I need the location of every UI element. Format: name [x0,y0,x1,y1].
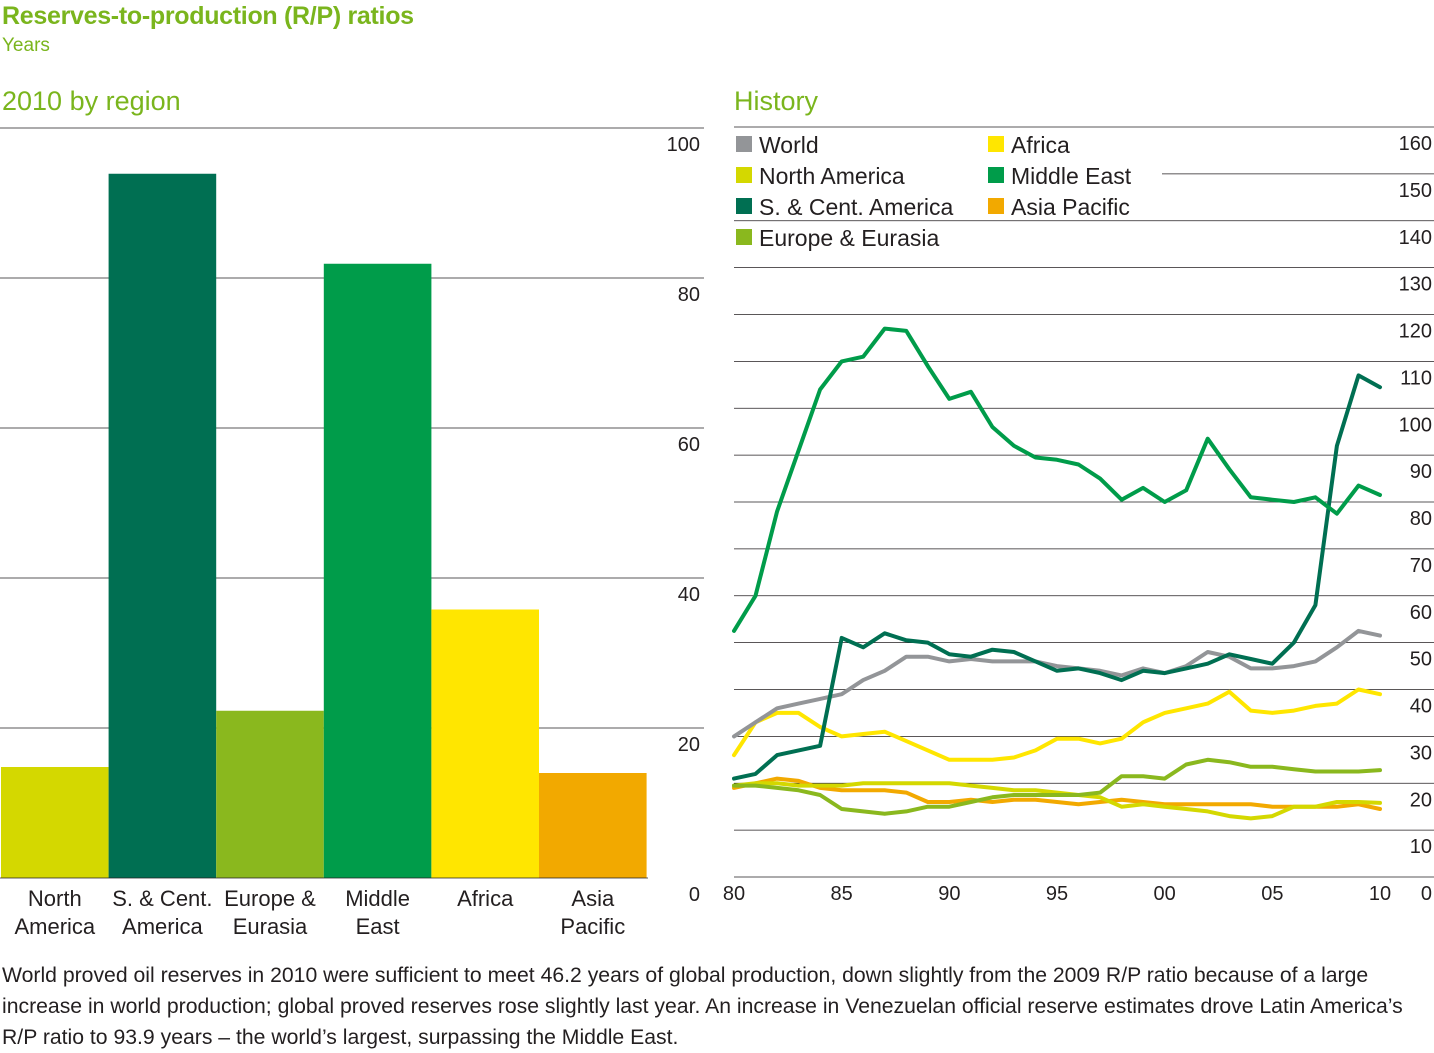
chart-subtitle: Years [2,35,50,56]
history-y-tick-label: 90 [1410,461,1432,483]
bar-category-label: Asia [571,886,615,911]
history-y-tick-label: 150 [1399,180,1432,202]
legend-label-s-cent-america: S. & Cent. America [759,194,954,220]
history-line-chart: 0 10 20 30 40 50 60 70 80 90 100 110 120 130 140 150 160… [723,126,1434,905]
bar-chart: 0 20 40 60 80 100 North America S. & Cent. Americ… [0,127,704,939]
legend-label-middle-east: Middle East [1011,163,1132,189]
history-y-tick-label: 100 [1399,414,1432,436]
history-x-tick-label: 10 [1369,883,1391,905]
bar-category-label: America [122,914,203,939]
legend-swatch-s-cent-america [736,198,752,214]
history-x-tick-label: 80 [723,883,745,905]
bar-s-cent-america [108,173,217,878]
history-y-tick-label: 0 [1421,883,1432,905]
series-line-s-cent-america [732,373,1382,781]
history-x-tick-label: 95 [1046,883,1068,905]
legend-swatch-asia-pacific [988,198,1004,214]
caption-text: World proved oil reserves in 2010 were s… [2,964,1403,1049]
history-y-tick-label: 80 [1410,508,1432,530]
bar-category-label: Pacific [560,914,625,939]
series-line-europe-eurasia [732,757,1382,816]
series-line-world [732,628,1382,739]
history-y-tick-label: 20 [1410,789,1432,811]
history-y-tick-label: 120 [1399,321,1432,343]
legend-label-world: World [759,132,819,158]
series-line-north-america [732,781,1382,821]
bar-asia-pacific [539,773,647,878]
bar-africa [431,609,539,878]
bar-category-label: Eurasia [233,914,308,939]
legend-label-africa: Africa [1011,132,1070,158]
legend-label-europe-eurasia: Europe & Eurasia [759,225,939,251]
bar-middle-east [323,263,432,878]
history-y-tick-label: 10 [1410,836,1432,858]
history-x-tick-label: 90 [938,883,960,905]
bar-y-tick-label: 80 [678,284,700,306]
history-x-tick-label: 85 [831,883,853,905]
bar-europe-eurasia [216,710,324,878]
history-panel-title: History [734,86,819,116]
bar-y-tick-label: 40 [678,584,700,606]
history-y-tick-label: 30 [1410,742,1432,764]
legend-label-asia-pacific: Asia Pacific [1011,194,1130,220]
legend-swatch-africa [988,136,1004,152]
legend-swatch-europe-eurasia [736,229,752,245]
history-x-tick-label: 00 [1154,883,1176,905]
bar-y-tick-label: 20 [678,734,700,756]
history-y-tick-label: 60 [1410,602,1432,624]
series-line-asia-pacific [732,776,1382,811]
bar-category-label: North [28,886,82,911]
legend-label-north-america: North America [759,163,905,189]
bar-category-label: Europe & [224,886,316,911]
bar-y-tick-label: 60 [678,434,700,456]
legend-swatch-middle-east [988,167,1004,183]
history-y-tick-label: 70 [1410,555,1432,577]
history-y-tick-label: 140 [1399,227,1432,249]
bar-y-tick-label: 0 [689,884,700,906]
series-line-africa [732,687,1382,762]
legend-swatch-world [736,136,752,152]
series-line-middle-east [732,326,1382,633]
bar-category-label: Middle [345,886,410,911]
history-y-tick-label: 130 [1399,274,1432,296]
history-y-tick-label: 160 [1399,133,1432,155]
bar-north-america [1,767,109,878]
history-x-tick-label: 05 [1261,883,1283,905]
bar-panel-title: 2010 by region [2,86,181,116]
bar-category-label: S. & Cent. [112,886,212,911]
bar-y-tick-label: 100 [667,134,700,156]
bar-category-label: Africa [457,886,514,911]
bar-category-label: America [14,914,95,939]
legend-swatch-north-america [736,167,752,183]
history-y-tick-label: 50 [1410,649,1432,671]
bar-category-label: East [356,914,400,939]
history-y-tick-label: 110 [1400,367,1432,389]
chart-title: Reserves-to-production (R/P) ratios [2,2,414,30]
history-y-tick-label: 40 [1410,696,1432,718]
